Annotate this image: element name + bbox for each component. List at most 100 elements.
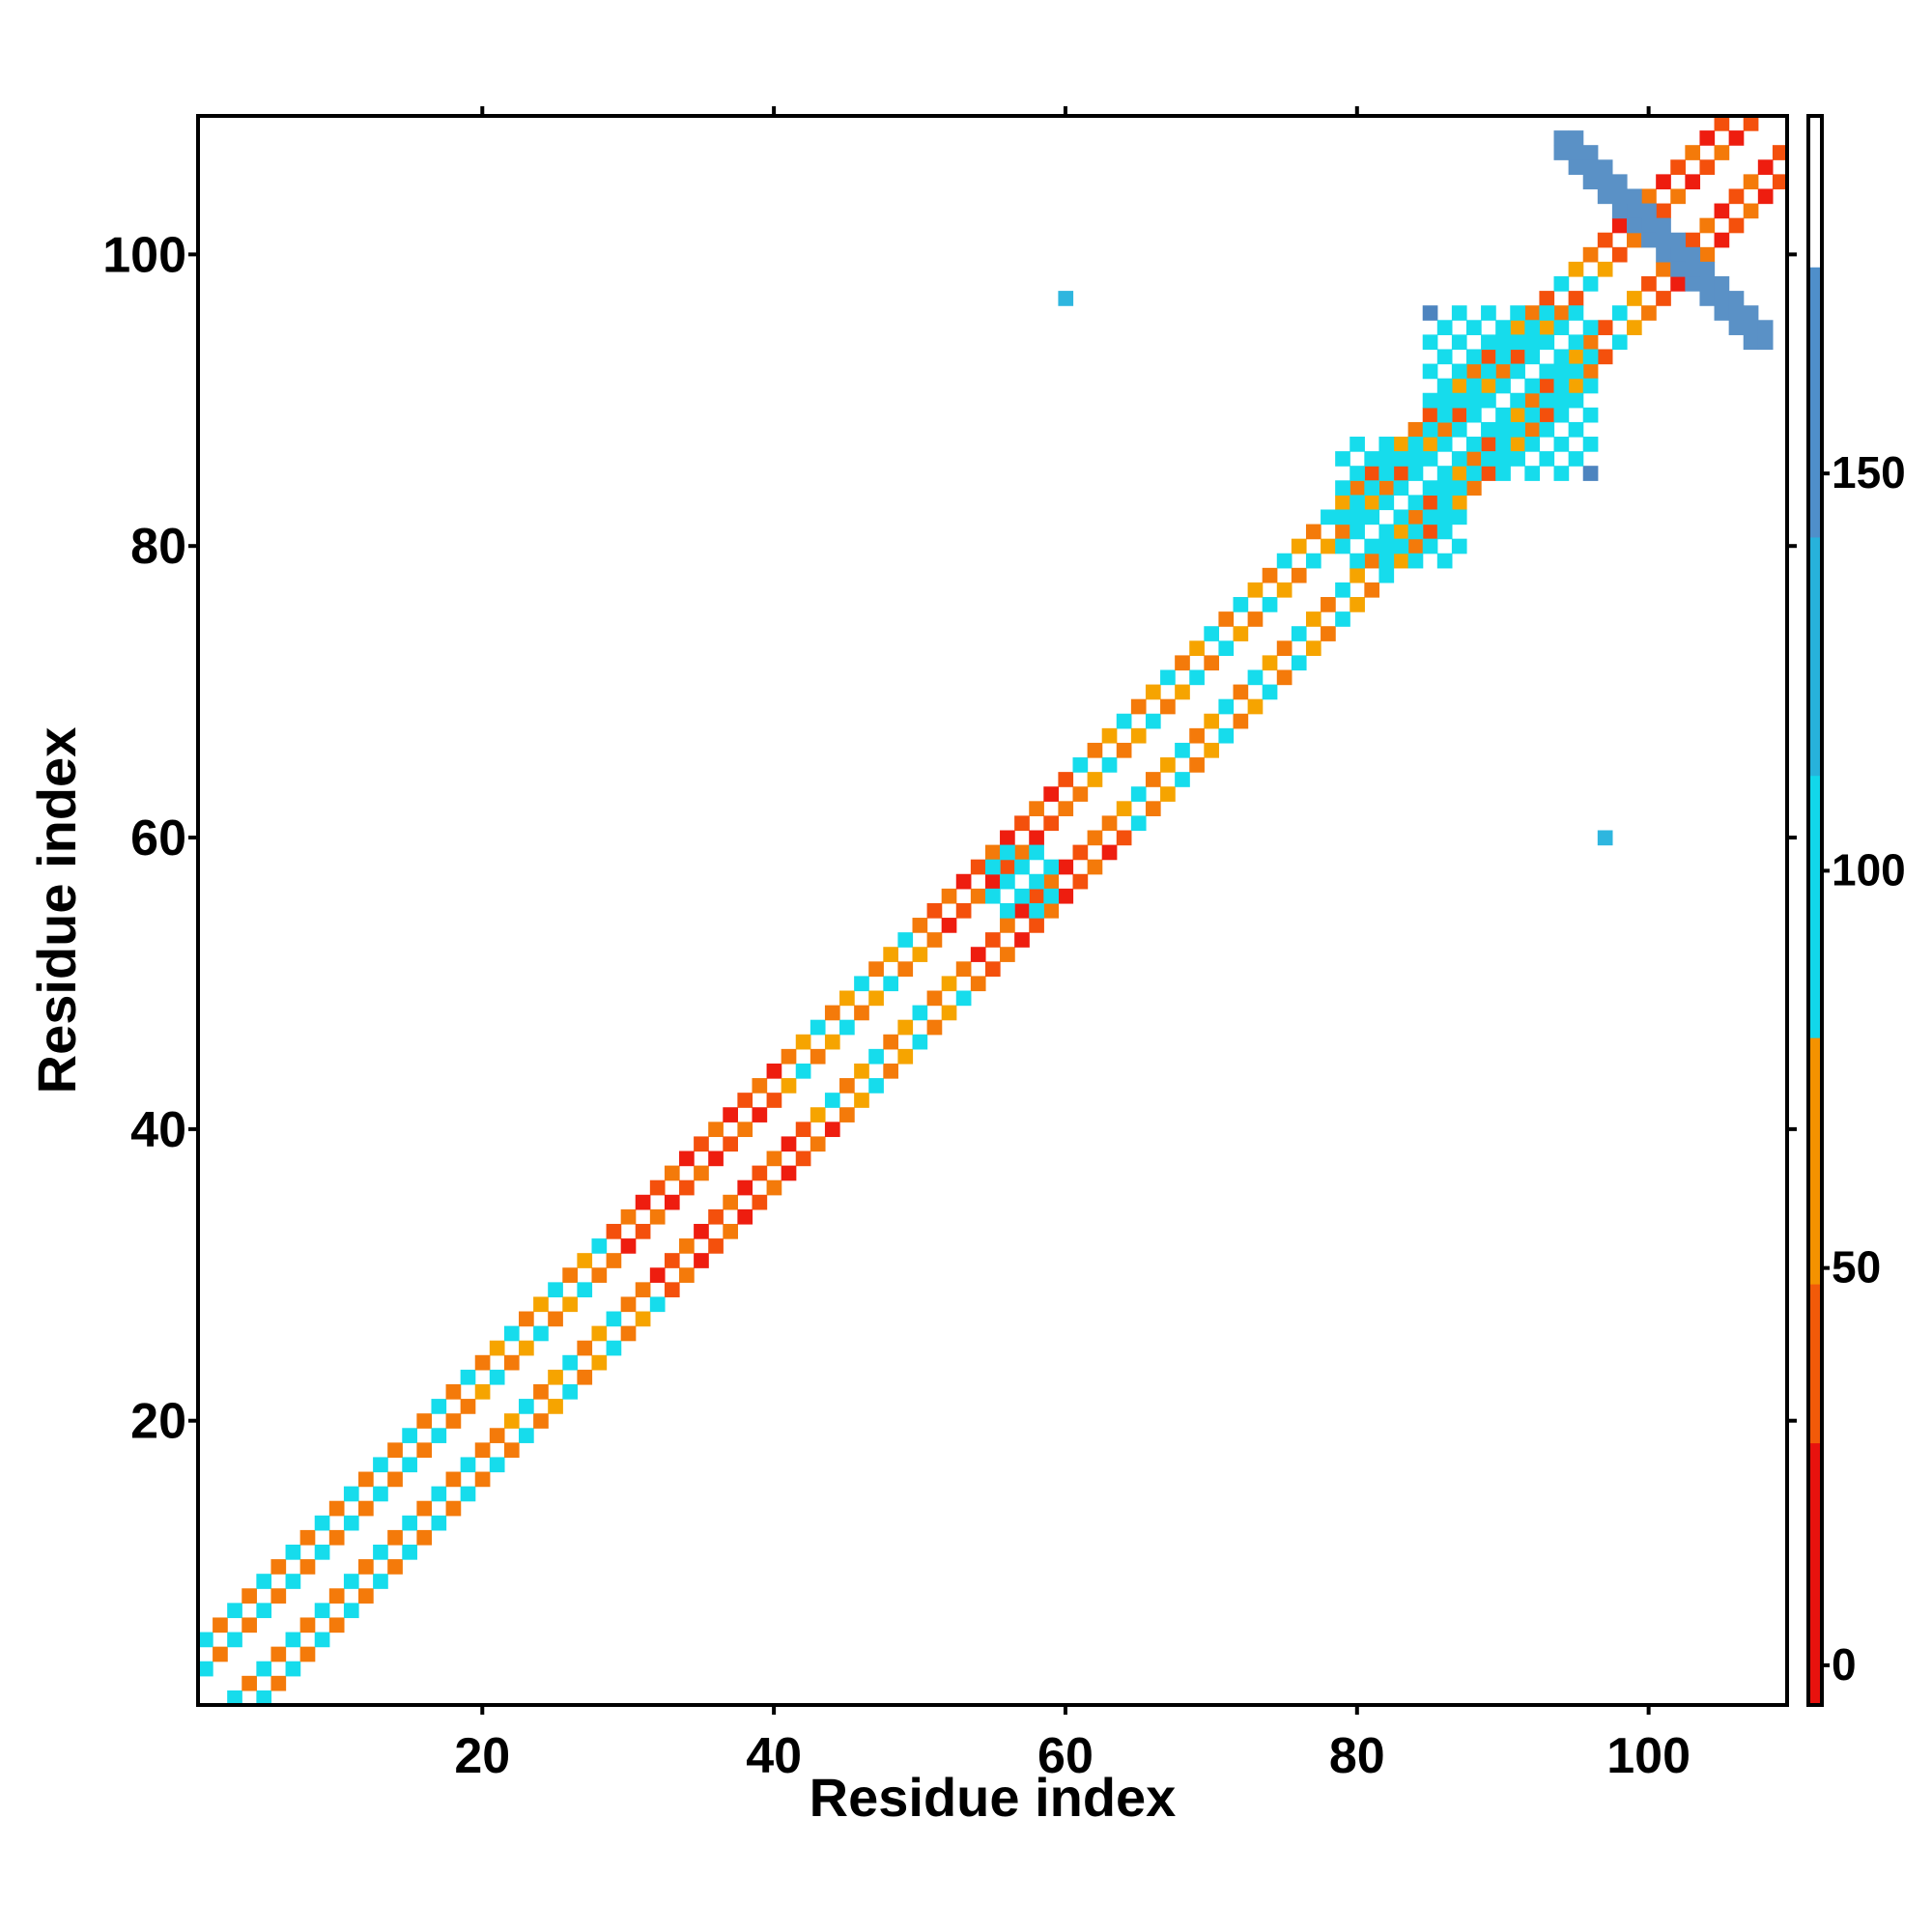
heatmap-cell <box>1378 495 1395 511</box>
heatmap-cell <box>1481 451 1496 467</box>
heatmap-cell <box>1451 421 1467 438</box>
heatmap-cell <box>1670 232 1686 248</box>
heatmap-cell <box>1130 698 1147 715</box>
heatmap-cell <box>606 1223 622 1239</box>
heatmap-cell <box>1393 553 1409 569</box>
heatmap-cell <box>620 1208 637 1225</box>
heatmap-cell <box>1160 757 1176 773</box>
heatmap-cell <box>1116 801 1132 816</box>
heatmap-cell <box>970 976 986 992</box>
heatmap-cell <box>1145 772 1161 787</box>
heatmap-cell <box>1568 159 1584 175</box>
heatmap-cell <box>577 1282 593 1298</box>
heatmap-cell <box>1247 698 1264 715</box>
heatmap-cell <box>1714 232 1730 248</box>
heatmap-cell <box>1553 437 1570 452</box>
heatmap-cell <box>1510 334 1525 351</box>
heatmap-cell <box>1436 495 1453 511</box>
heatmap-cell <box>373 1574 388 1589</box>
heatmap-cell <box>314 1515 330 1531</box>
heatmap-cell <box>1539 320 1555 335</box>
heatmap-cell <box>387 1442 403 1459</box>
heatmap-cell <box>1568 145 1584 160</box>
heatmap-cell <box>1495 437 1511 452</box>
heatmap-cell <box>1233 684 1249 700</box>
heatmap-cell <box>242 1617 257 1634</box>
heatmap-cell <box>1262 597 1278 612</box>
heatmap-cell <box>1000 902 1015 919</box>
heatmap-cell <box>387 1471 403 1488</box>
heatmap-cell <box>1364 538 1380 554</box>
heatmap-cell <box>1262 655 1278 671</box>
heatmap-cell <box>679 1238 695 1254</box>
heatmap-cell <box>213 1617 228 1634</box>
x-tick-label: 80 <box>1329 1728 1385 1784</box>
heatmap-cell <box>1553 378 1570 394</box>
heatmap-cell <box>1422 437 1438 452</box>
heatmap-cell <box>1553 466 1570 481</box>
heatmap-cell <box>533 1383 549 1400</box>
heatmap-cell <box>1465 407 1482 423</box>
y-tick-label: 60 <box>130 810 186 867</box>
heatmap-cell <box>1175 742 1190 758</box>
heatmap-cell <box>1160 786 1176 802</box>
heatmap-cell <box>1043 902 1060 919</box>
heatmap-cell <box>1204 626 1220 641</box>
heatmap-cell <box>1364 480 1380 496</box>
heatmap-cell <box>1495 451 1511 467</box>
heatmap-cell <box>445 1383 462 1400</box>
heatmap-cell <box>649 1267 666 1283</box>
heatmap-cell <box>1553 392 1570 409</box>
heatmap-cell <box>984 888 1001 904</box>
colorbar-band <box>1808 116 1822 268</box>
heatmap-cell <box>460 1457 476 1473</box>
heatmap-cell <box>1058 859 1074 875</box>
heatmap-cell <box>810 1136 826 1152</box>
heatmap-cell <box>868 961 884 978</box>
heatmap-cell <box>1611 174 1628 190</box>
heatmap-cell <box>358 1559 374 1575</box>
heatmap-cell <box>256 1603 272 1619</box>
heatmap-cell <box>1378 466 1395 481</box>
heatmap-cell <box>1378 451 1395 467</box>
y-axis-title: Residue index <box>26 727 87 1094</box>
heatmap-cell <box>562 1354 578 1371</box>
heatmap-cell <box>781 1078 797 1094</box>
heatmap-cell <box>1335 524 1350 540</box>
heatmap-cell <box>1641 217 1657 234</box>
heatmap-cell <box>1116 742 1132 758</box>
heatmap-cell <box>1378 538 1395 554</box>
heatmap-cell <box>1407 451 1424 467</box>
heatmap-cell <box>752 1165 768 1181</box>
heatmap-cell <box>1728 130 1745 146</box>
heatmap-cell <box>1757 188 1774 205</box>
x-axis-ticks: 20 40 60 80 100 <box>454 106 1690 1784</box>
heatmap-cell <box>1422 334 1438 351</box>
heatmap-cell <box>1481 305 1496 321</box>
heatmap-cell <box>1000 859 1015 875</box>
heatmap-cell <box>285 1544 301 1560</box>
heatmap-cell <box>1597 159 1613 175</box>
heatmap-cell <box>1364 582 1380 598</box>
heatmap-cell <box>591 1238 608 1254</box>
heatmap-cell <box>1481 437 1496 452</box>
heatmap-cell <box>1714 203 1730 219</box>
heatmap-cell <box>1481 392 1496 409</box>
heatmap-cell <box>1656 203 1671 219</box>
heatmap-cell <box>1204 713 1220 729</box>
heatmap-cell <box>314 1544 330 1560</box>
heatmap-cell <box>416 1500 433 1517</box>
heatmap-cell <box>562 1296 578 1313</box>
heatmap-cell <box>1291 655 1307 671</box>
heatmap-cell <box>591 1325 608 1342</box>
heatmap-cell <box>1597 320 1613 335</box>
heatmap-cell <box>198 1661 213 1677</box>
heatmap-cell <box>562 1383 578 1400</box>
heatmap-cell <box>1422 305 1438 321</box>
heatmap-cell <box>1656 261 1671 277</box>
heatmap-cell <box>270 1646 287 1662</box>
heatmap-cell <box>912 947 928 962</box>
heatmap-cell <box>1436 407 1453 423</box>
heatmap-cell <box>649 1296 666 1313</box>
heatmap-cell <box>1539 407 1555 423</box>
